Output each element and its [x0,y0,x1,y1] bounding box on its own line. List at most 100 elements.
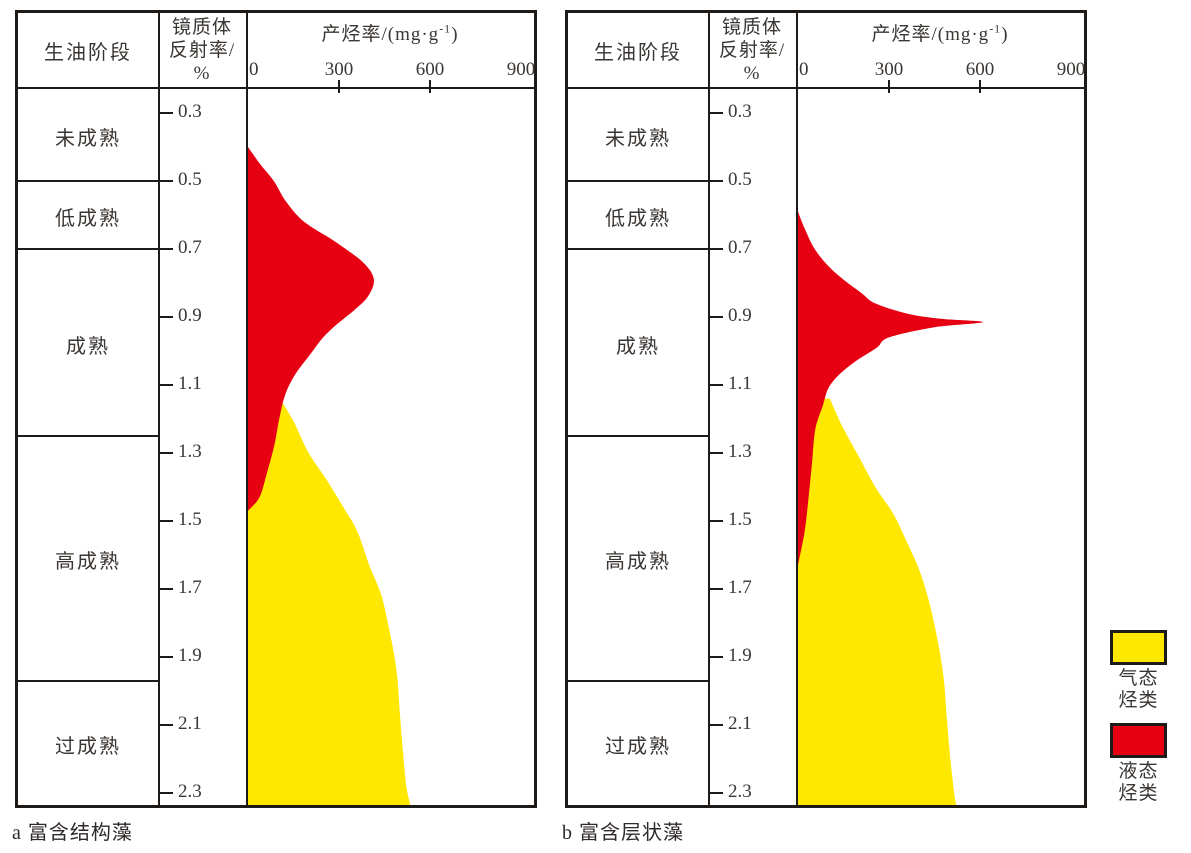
yield-axis-title-exponent: -1 [989,21,1002,36]
ro-tick-label: 0.5 [178,169,202,190]
ro-tick-label: 1.9 [728,645,752,666]
reflectance-header-line2: 反射率/ [168,40,236,61]
gas-swatch [1110,630,1167,665]
ro-tick-label: 0.3 [178,101,202,122]
stage-label: 过成熟 [55,735,121,758]
gas-area [798,398,957,805]
gas-legend-label-line: 气态 [1118,668,1159,689]
yield-axis-tick [888,80,890,93]
ro-tick-label: 1.3 [728,441,752,462]
ro-tick [160,520,173,522]
ro-tick [160,384,173,386]
ro-tick-label: 0.7 [178,237,202,258]
ro-tick-label: 1.7 [178,577,202,598]
yield-axis-title-close: ) [451,24,459,45]
ro-tick [710,248,723,250]
stage-label: 成熟 [66,335,110,358]
stage-boundary-line [18,435,160,437]
ro-tick-label: 0.5 [728,169,752,190]
ro-tick-label: 1.1 [178,373,202,394]
ro-tick-label: 1.5 [728,509,752,530]
yield-axis-tick [979,80,981,93]
panel-a: 生油阶段 镜质体 反射率/ % 产烃率/(mg·g-1) 0 300 600 900 … [15,10,537,808]
liquid-legend-label-line: 烃类 [1118,783,1159,804]
yield-axis-title: 产烃率/(mg·g-1) [246,19,534,46]
ro-tick [160,112,173,114]
ro-tick-label: 0.9 [728,305,752,326]
caption-panel-b: b 富含层状藻 [562,822,684,844]
reflectance-column-header: 镜质体 反射率/ % [708,16,796,85]
stage-label: 高成熟 [55,551,121,574]
ro-tick [160,180,173,182]
reflectance-header-line1: 镜质体 [721,17,782,38]
yield-axis-tick-label: 900 [1056,59,1086,80]
column-divider-2 [796,13,798,805]
stage-boundary-line [568,248,710,250]
yield-axis-tick-label: 0 [799,59,809,80]
liquid-area [798,211,984,566]
stage-label: 低成熟 [605,208,671,230]
stage-label: 未成熟 [605,128,671,150]
reflectance-column-header: 镜质体 反射率/ % [158,16,246,85]
header-divider [568,87,1084,89]
column-divider-2 [246,13,248,805]
ro-tick [160,588,173,590]
yield-axis-title-exponent: -1 [439,21,452,36]
ro-tick-label: 0.3 [728,101,752,122]
yield-axis-tick [429,80,431,93]
ro-tick-label: 0.9 [178,305,202,326]
panel-b: 生油阶段 镜质体 反射率/ % 产烃率/(mg·g-1) 0 300 600 900 … [565,10,1087,808]
yield-axis-tick-label: 300 [324,59,354,80]
ro-tick [160,248,173,250]
column-divider-1 [158,13,160,805]
yield-axis-tick-label: 900 [506,59,536,80]
ro-tick [710,112,723,114]
reflectance-header-line3: % [743,63,761,84]
stage-boundary-line [18,679,160,682]
ro-tick-label: 1.1 [728,373,752,394]
gas-area [248,402,411,805]
ro-tick [710,656,723,658]
yield-axis-title-main: 产烃率/(mg·g [871,24,990,45]
ro-tick [710,724,723,726]
ro-tick [710,452,723,454]
stage-label: 过成熟 [605,735,671,758]
yield-axis-tick-label: 0 [249,59,259,80]
stage-column-header: 生油阶段 [594,41,682,64]
stage-boundary-line [568,435,710,437]
yield-axis-title-main: 产烃率/(mg·g [321,24,440,45]
reflectance-header-line2: 反射率/ [718,40,786,61]
ro-tick-label: 1.7 [728,577,752,598]
stage-label: 高成熟 [605,551,671,574]
stage-label: 未成熟 [55,128,121,150]
ro-tick-label: 0.7 [728,237,752,258]
header-divider [18,87,534,89]
reflectance-header-line1: 镜质体 [171,17,232,38]
ro-tick-label: 2.1 [178,713,202,734]
yield-axis-title-close: ) [1001,24,1009,45]
ro-tick-label: 1.9 [178,645,202,666]
stage-boundary-line [568,180,710,182]
ro-tick [710,520,723,522]
yield-plot-area [248,147,411,805]
yield-axis-tick-label: 600 [415,59,445,80]
stage-boundary-line [568,679,710,682]
gas-legend-label-line: 烃类 [1118,690,1159,711]
liquid-area [248,147,374,511]
ro-tick [160,656,173,658]
stage-boundary-line [18,248,160,250]
yield-axis-tick-label: 300 [874,59,904,80]
reflectance-header-line3: % [193,63,211,84]
caption-panel-a: a 富含结构藻 [12,822,133,844]
stage-label: 低成熟 [55,208,121,230]
ro-tick-label: 2.1 [728,713,752,734]
ro-tick-label: 1.5 [178,509,202,530]
ro-tick [160,452,173,454]
gas-legend-label: 气态 烃类 [1108,668,1169,712]
ro-tick-label: 2.3 [178,781,202,802]
ro-tick [160,792,173,794]
ro-tick [710,588,723,590]
stage-column-header: 生油阶段 [44,41,132,64]
liquid-swatch [1110,723,1167,758]
